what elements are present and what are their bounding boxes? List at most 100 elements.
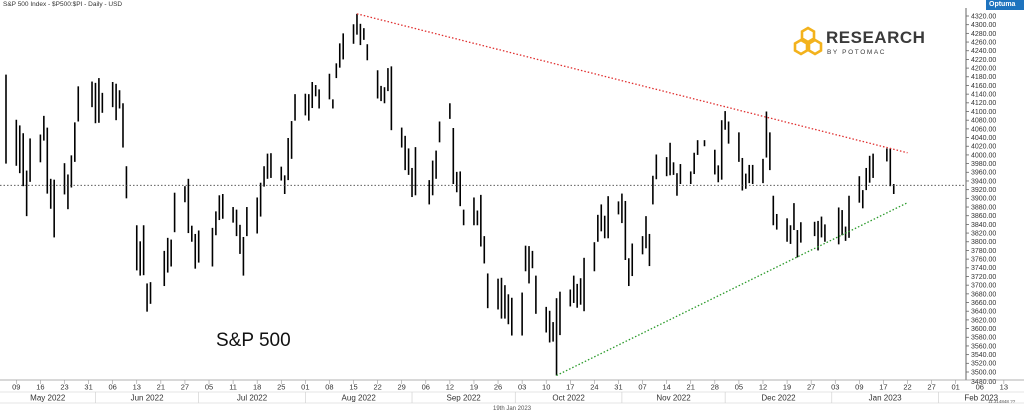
x-day-label: 25 [277, 383, 285, 392]
y-tick-label: 3720.00 [971, 274, 996, 281]
y-tick-label: 3700.00 [971, 283, 996, 290]
hexagon-logo-icon [793, 26, 823, 56]
x-axis: 09 16 23 31 06 13 21 27 05 11 18 25 01 08 15 22 29 06 12 19… [0, 379, 1024, 404]
y-tick-label: 3980.00 [971, 161, 996, 168]
x-day-label: 05 [205, 383, 213, 392]
x-month-label: Dec 2022 [761, 394, 796, 403]
x-day-label: 17 [566, 383, 574, 392]
resistance-trendline [356, 13, 908, 154]
y-tick-label: 3740.00 [971, 265, 996, 272]
x-day-label: 11 [229, 383, 237, 392]
y-tick-label: 3560.00 [971, 343, 996, 350]
y-tick-label: 3680.00 [971, 291, 996, 298]
x-day-label: 22 [903, 383, 911, 392]
x-month-label: Jul 2022 [237, 394, 268, 403]
x-day-label: 13 [1000, 383, 1008, 392]
x-day-label: 09 [855, 383, 863, 392]
x-month-label: Jun 2022 [131, 394, 164, 403]
x-day-label: 08 [325, 383, 333, 392]
y-tick-label: 3620.00 [971, 317, 996, 324]
y-tick-label: 3800.00 [971, 239, 996, 246]
y-tick-label: 4260.00 [971, 39, 996, 46]
price-bars [5, 13, 895, 376]
y-tick-label: 4060.00 [971, 126, 996, 133]
y-tick-label: 4240.00 [971, 48, 996, 55]
chart-series-label: S&P 500 [216, 330, 291, 351]
y-tick-label: 3660.00 [971, 300, 996, 307]
y-tick-label: 4280.00 [971, 31, 996, 38]
x-day-label: 18 [253, 383, 261, 392]
x-day-label: 01 [301, 383, 309, 392]
x-day-label: 31 [84, 383, 92, 392]
y-tick-label: 4220.00 [971, 57, 996, 64]
y-tick-label: 3840.00 [971, 222, 996, 229]
y-tick-label: 4180.00 [971, 74, 996, 81]
y-tick-label: 4100.00 [971, 109, 996, 116]
y-tick-label: 3820.00 [971, 230, 996, 237]
y-tick-label: 4160.00 [971, 83, 996, 90]
y-tick-label: 3640.00 [971, 309, 996, 316]
y-tick-label: 3860.00 [971, 213, 996, 220]
x-day-label: 27 [181, 383, 189, 392]
logo-subtitle: BY POTOMAC [827, 49, 887, 56]
y-tick-label: 3520.00 [971, 361, 996, 368]
support-trendline [556, 202, 908, 377]
y-tick-label: 4300.00 [971, 22, 996, 29]
x-month-label: Feb 2023 [964, 394, 998, 403]
y-tick-label: 4040.00 [971, 135, 996, 142]
x-day-label: 21 [687, 383, 695, 392]
x-day-label: 21 [157, 383, 165, 392]
x-day-label: 24 [590, 383, 598, 392]
y-tick-label: 4080.00 [971, 118, 996, 125]
x-day-label: 29 [398, 383, 406, 392]
y-tick-label: 4020.00 [971, 144, 996, 151]
y-tick-label: 3880.00 [971, 204, 996, 211]
x-month-label: Aug 2022 [342, 394, 377, 403]
x-day-label: 17 [879, 383, 887, 392]
x-month-label: Nov 2022 [656, 394, 691, 403]
y-tick-label: 3480.00 [971, 379, 996, 386]
y-tick-label: 3500.00 [971, 369, 996, 376]
footer-info: 11.314848 ?? [988, 399, 1016, 404]
x-month-label: Oct 2022 [552, 394, 585, 403]
y-tick-label: 4200.00 [971, 65, 996, 72]
y-tick-label: 3960.00 [971, 170, 996, 177]
x-day-label: 16 [36, 383, 44, 392]
trendlines [0, 13, 966, 377]
x-day-label: 07 [638, 383, 646, 392]
x-day-label: 13 [133, 383, 141, 392]
x-month-label: Sep 2022 [447, 394, 482, 403]
x-day-label: 06 [422, 383, 430, 392]
x-day-label: 06 [108, 383, 116, 392]
x-day-label: 01 [952, 383, 960, 392]
y-tick-label: 3600.00 [971, 326, 996, 333]
x-day-label: 12 [446, 383, 454, 392]
x-day-label: 27 [807, 383, 815, 392]
research-logo: RESEARCH BY POTOMAC [793, 26, 926, 62]
x-day-label: 31 [614, 383, 622, 392]
x-day-label: 22 [373, 383, 381, 392]
y-tick-label: 3780.00 [971, 248, 996, 255]
x-day-label: 19 [783, 383, 791, 392]
x-month-label: May 2022 [30, 394, 66, 403]
x-day-label: 03 [831, 383, 839, 392]
logo-title: RESEARCH [826, 28, 926, 47]
y-tick-label: 3940.00 [971, 178, 996, 185]
x-day-label: 28 [711, 383, 719, 392]
x-day-label: 06 [976, 383, 984, 392]
y-tick-label: 3540.00 [971, 352, 996, 359]
x-day-label: 14 [662, 383, 670, 392]
x-day-label: 23 [60, 383, 68, 392]
y-tick-label: 3760.00 [971, 257, 996, 264]
x-day-label: 12 [759, 383, 767, 392]
x-day-label: 19 [470, 383, 478, 392]
y-tick-label: 4320.00 [971, 13, 996, 20]
x-day-label: 09 [12, 383, 20, 392]
optuma-badge: Optuma [986, 0, 1024, 10]
y-tick-label: 4120.00 [971, 100, 996, 107]
y-tick-label: 3920.00 [971, 187, 996, 194]
chart-header-title: S&P 500 Index - $P500:$PI - Daily - USD [3, 1, 123, 8]
